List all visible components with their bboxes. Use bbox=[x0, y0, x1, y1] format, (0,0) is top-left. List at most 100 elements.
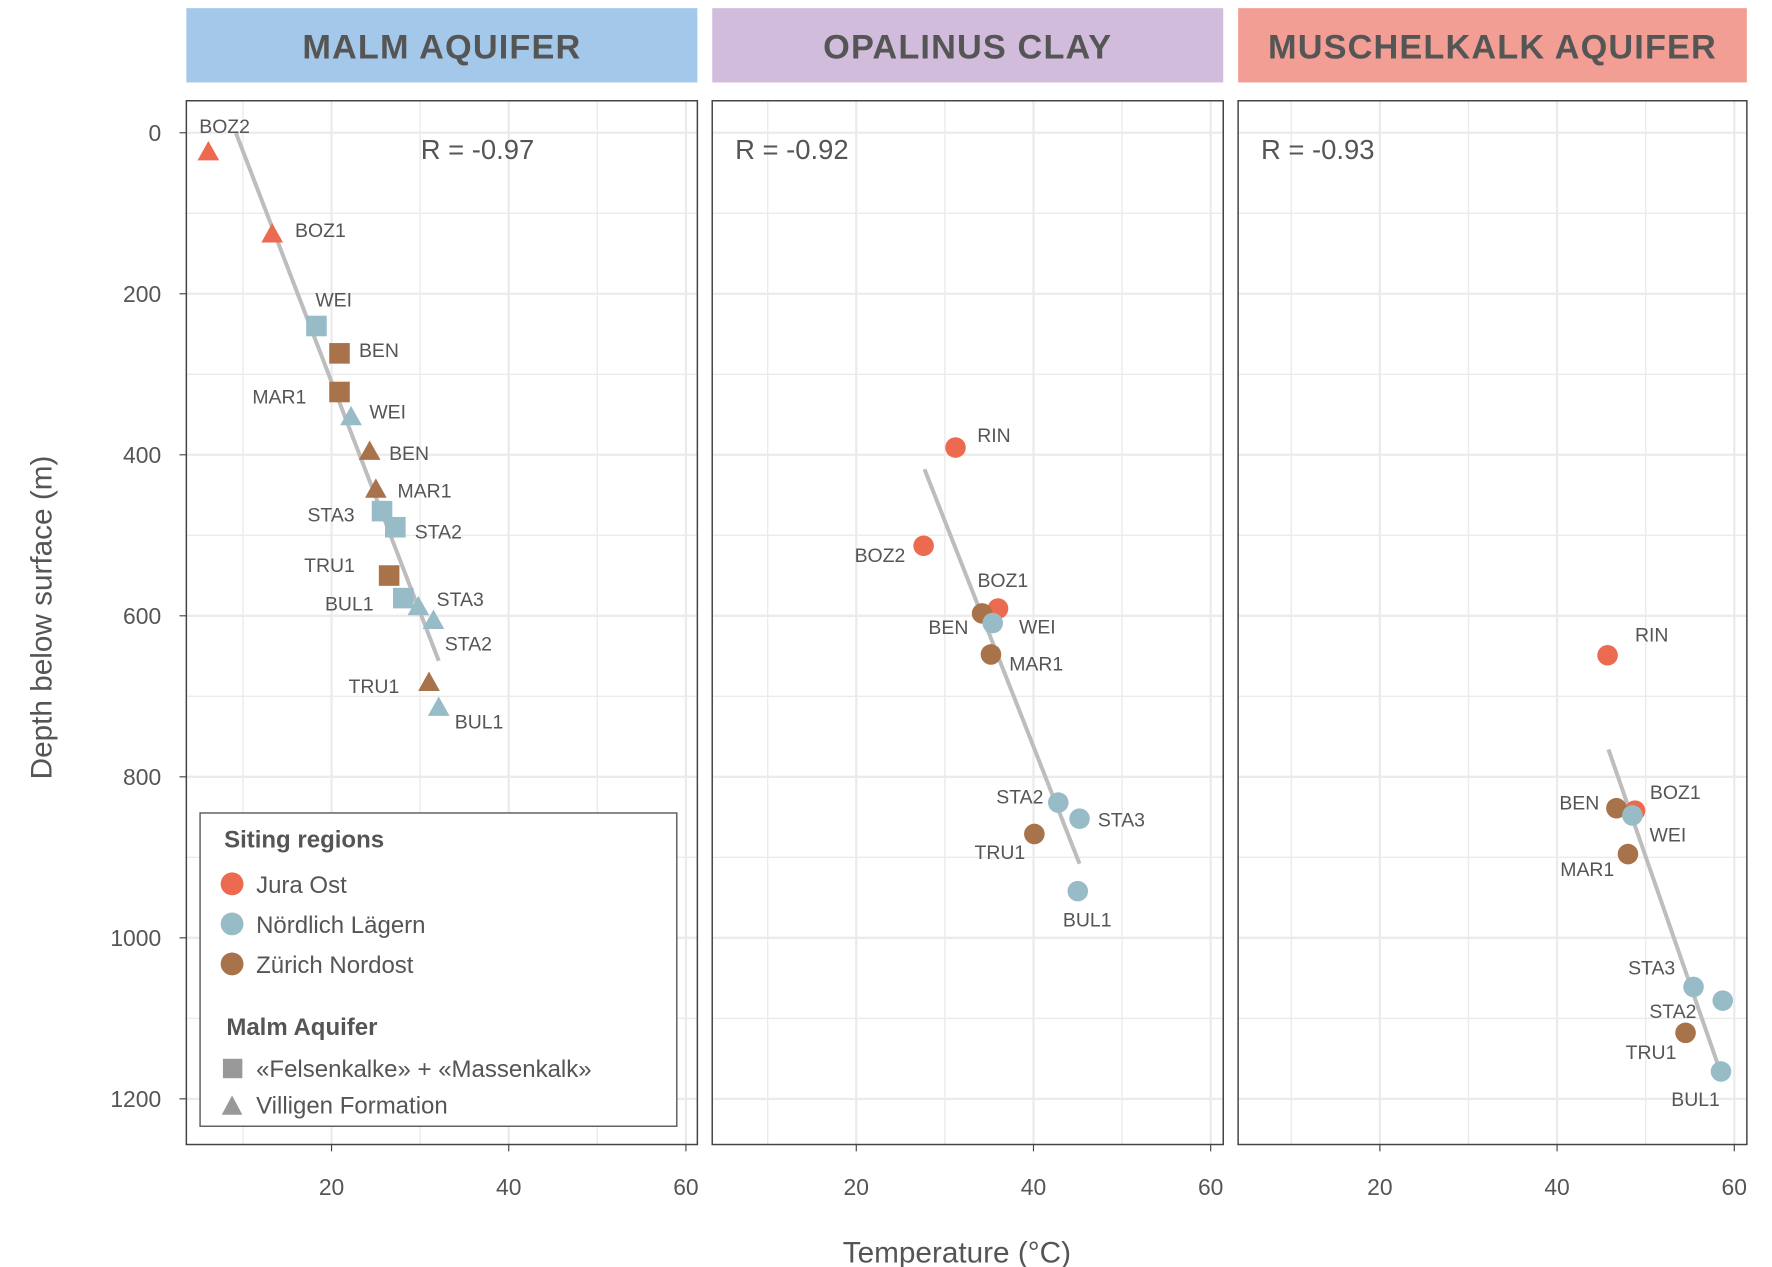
data-point bbox=[1712, 990, 1734, 1011]
data-label: RIN bbox=[977, 425, 1010, 447]
data-label: BEN bbox=[389, 443, 429, 465]
x-tick-label: 60 bbox=[1722, 1174, 1747, 1200]
data-point bbox=[329, 381, 350, 403]
data-point bbox=[427, 696, 450, 716]
data-point bbox=[261, 223, 284, 243]
legend-title-regions: Siting regions bbox=[224, 826, 384, 853]
data-point bbox=[1047, 792, 1069, 813]
panel-muschelkalk-aquifer: MUSCHELKALK AQUIFER 20 40 60 R = -0.93 RIN BOZ… bbox=[1237, 8, 1748, 1200]
data-point bbox=[982, 612, 1004, 634]
data-point bbox=[378, 565, 400, 586]
grid bbox=[712, 100, 1224, 1145]
data-point bbox=[1622, 805, 1643, 826]
y-tick-label: 400 bbox=[123, 442, 161, 468]
legend-title-malm: Malm Aquifer bbox=[226, 1014, 377, 1041]
x-tick-label: 20 bbox=[319, 1174, 344, 1200]
data-label: BUL1 bbox=[1063, 910, 1112, 932]
panel-header bbox=[712, 8, 1224, 83]
panel-opalinus-clay: OPALINUS CLAY 20 40 60 R = -0.92 RIN BOZ2 BOZ1 B… bbox=[711, 8, 1224, 1200]
data-point bbox=[980, 644, 1002, 665]
legend-swatch-zurich-nordost bbox=[220, 952, 244, 976]
data-label: STA3 bbox=[1098, 810, 1145, 832]
data-point bbox=[1606, 797, 1627, 819]
legend-item-jura-ost: Jura Ost bbox=[256, 872, 347, 899]
data-point bbox=[329, 343, 350, 364]
data-label: BOZ2 bbox=[199, 116, 250, 138]
panel-title: MALM AQUIFER bbox=[302, 28, 581, 66]
regression-line bbox=[1606, 748, 1721, 1067]
x-tick-label: 40 bbox=[496, 1174, 521, 1200]
data-point bbox=[385, 516, 406, 538]
legend-triangle-icon bbox=[221, 1095, 243, 1115]
data-label: TRU1 bbox=[1626, 1042, 1677, 1064]
data-point bbox=[1683, 976, 1704, 998]
data-point bbox=[418, 671, 440, 691]
legend: Siting regions Jura Ost Nördlich Lägern … bbox=[199, 812, 678, 1127]
data-label: WEI bbox=[369, 401, 406, 423]
data-label: TRU1 bbox=[349, 676, 400, 698]
correlation-annotation: R = -0.92 bbox=[735, 134, 849, 165]
data-label: BOZ1 bbox=[1650, 782, 1701, 804]
y-tick-label: 600 bbox=[123, 603, 161, 629]
correlation-annotation: R = -0.97 bbox=[421, 134, 535, 165]
data-label: MAR1 bbox=[1560, 859, 1614, 881]
data-point bbox=[340, 405, 362, 426]
x-axis-title: Temperature (°C) bbox=[843, 1236, 1071, 1267]
data-label: WEI bbox=[315, 290, 352, 312]
data-point bbox=[306, 315, 327, 337]
data-point bbox=[393, 587, 414, 609]
data-point bbox=[371, 500, 393, 522]
data-point bbox=[1069, 808, 1090, 829]
panel-title: OPALINUS CLAY bbox=[823, 28, 1112, 66]
y-tick-label: 1000 bbox=[110, 925, 161, 951]
data-point bbox=[1067, 880, 1089, 902]
y-tick-label: 0 bbox=[148, 120, 161, 146]
data-point bbox=[197, 140, 220, 161]
data-point bbox=[913, 535, 934, 557]
y-tick-label: 200 bbox=[123, 281, 161, 307]
data-label: RIN bbox=[1635, 625, 1668, 647]
data-label: BEN bbox=[1559, 792, 1599, 814]
data-label: TRU1 bbox=[974, 842, 1025, 864]
y-tick-label: 800 bbox=[123, 764, 161, 790]
data-label: STA2 bbox=[1649, 1001, 1696, 1023]
panel-title: MUSCHELKALK AQUIFER bbox=[1268, 28, 1717, 66]
data-label: BOZ1 bbox=[977, 570, 1028, 592]
panel-header bbox=[186, 8, 698, 83]
data-label: TRU1 bbox=[304, 555, 355, 577]
data-label: WEI bbox=[1019, 616, 1056, 638]
data-label: BUL1 bbox=[455, 711, 504, 733]
data-label: STA3 bbox=[307, 504, 354, 526]
y-tick-label: 1200 bbox=[110, 1086, 161, 1112]
data-point bbox=[1675, 1022, 1696, 1044]
legend-swatch-nordlich-lagern bbox=[220, 912, 244, 936]
grid bbox=[1238, 100, 1747, 1145]
data-label: WEI bbox=[1650, 825, 1687, 847]
data-label: STA2 bbox=[445, 634, 492, 656]
y-axis-title: Depth below surface (m) bbox=[25, 456, 58, 780]
data-label: BEN bbox=[359, 340, 399, 362]
data-point bbox=[945, 437, 966, 458]
data-label: STA2 bbox=[415, 522, 462, 544]
data-point bbox=[1024, 823, 1045, 845]
legend-swatch-jura-ost bbox=[220, 872, 244, 896]
data-label: MAR1 bbox=[252, 386, 306, 408]
legend-item-felsenkalke: «Felsenkalke» + «Massenkalk» bbox=[256, 1056, 592, 1083]
data-point bbox=[364, 478, 387, 498]
data-point bbox=[1710, 1061, 1732, 1082]
data-point bbox=[358, 440, 381, 460]
legend-square-icon bbox=[222, 1058, 243, 1079]
data-label: BOZ1 bbox=[295, 220, 346, 242]
legend-item-villigen: Villigen Formation bbox=[256, 1093, 448, 1120]
panel-frame bbox=[711, 100, 1224, 1146]
data-label: BOZ2 bbox=[855, 545, 906, 567]
x-tick-label: 40 bbox=[1021, 1174, 1046, 1200]
data-point bbox=[407, 595, 430, 616]
legend-item-zurich-nordost: Zürich Nordost bbox=[256, 952, 414, 979]
data-label: BUL1 bbox=[1671, 1089, 1720, 1111]
data-label: BEN bbox=[928, 617, 968, 639]
x-tick-label: 60 bbox=[673, 1174, 698, 1200]
correlation-annotation: R = -0.93 bbox=[1261, 134, 1375, 165]
data-point bbox=[1597, 644, 1618, 666]
